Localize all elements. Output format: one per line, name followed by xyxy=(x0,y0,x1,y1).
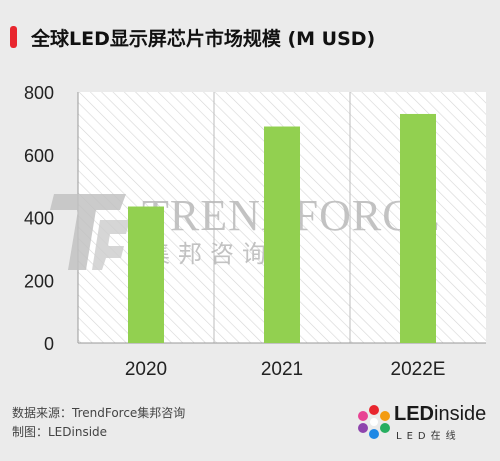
bar-2022E xyxy=(400,113,436,344)
bar-chart: TRENDFORCE集邦咨询0200400600800202020212022E xyxy=(0,70,500,390)
bar-2020 xyxy=(128,206,164,343)
y-tick-label: 600 xyxy=(24,146,54,166)
ledinside-logo-icon xyxy=(358,405,390,439)
chart-title: 全球LED显示屏芯片市场规模 (M USD) xyxy=(31,27,376,50)
y-tick-label: 0 xyxy=(44,334,54,354)
y-tick-label: 800 xyxy=(24,83,54,103)
y-tick-label: 400 xyxy=(24,209,54,229)
title-accent-marker xyxy=(10,26,17,48)
trendforce-logo-mark xyxy=(50,194,126,270)
footer-notes: 数据来源：TrendForce集邦咨询 制图：LEDinside xyxy=(12,404,185,442)
bar-2021 xyxy=(264,126,300,343)
bar-chart-svg: TRENDFORCE集邦咨询0200400600800202020212022E xyxy=(24,83,486,380)
logo-tagline: LED在线 xyxy=(396,431,461,442)
credit-note: 制图：LEDinside xyxy=(12,425,108,439)
x-category-label: 2020 xyxy=(125,359,167,380)
ledinside-logo: LEDinside LED在线 xyxy=(356,401,490,443)
x-category-label: 2021 xyxy=(261,359,303,380)
chart-title-row: 全球LED显示屏芯片市场规模 (M USD) xyxy=(10,22,375,52)
watermark-brand-cn: 集邦咨询 xyxy=(146,240,274,268)
source-note: 数据来源：TrendForce集邦咨询 xyxy=(12,406,186,420)
trendforce-logo-mark-inner xyxy=(92,220,130,270)
logo-wordmark: LEDinside xyxy=(394,403,487,425)
y-tick-label: 200 xyxy=(24,271,54,291)
x-category-label: 2022E xyxy=(391,359,446,380)
